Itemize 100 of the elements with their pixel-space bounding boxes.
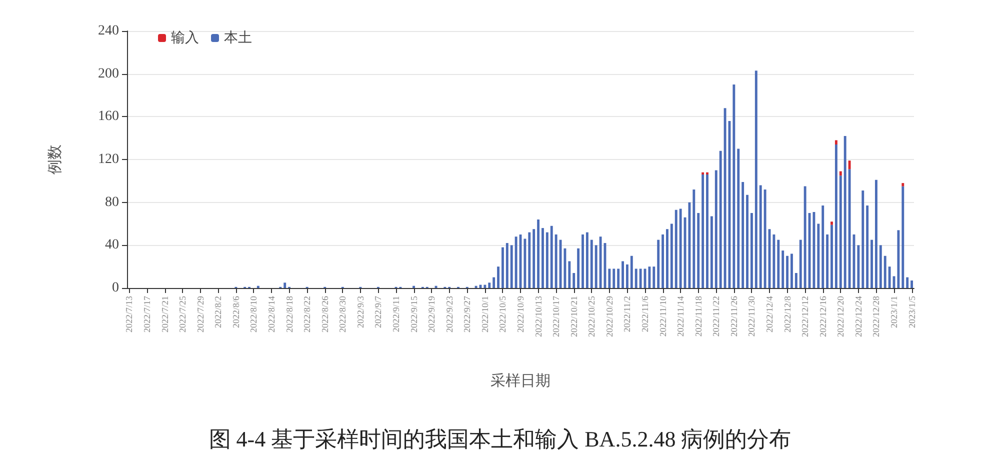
legend-label: 本土	[224, 30, 252, 46]
x-tick-label: 2022/12/16	[818, 296, 828, 338]
x-tick-label: 2022/8/10	[248, 296, 259, 333]
bar	[822, 206, 824, 288]
x-tick-label: 2022/8/30	[338, 296, 348, 333]
bar	[844, 136, 846, 288]
x-tick-label: 2022/7/29	[195, 296, 206, 333]
bar	[688, 202, 691, 288]
bar	[839, 171, 842, 176]
bar	[834, 140, 838, 145]
x-tick-label: 2022/10/13	[533, 296, 544, 338]
caption: 图 4-4 基于采样时间的我国本土和输入 BA.5.2.48 病例的分布	[208, 426, 792, 452]
bar	[532, 229, 536, 288]
bar	[554, 234, 558, 288]
x-tick-label: 2022/9/19	[426, 296, 437, 333]
bar	[657, 240, 660, 288]
bar	[648, 266, 651, 288]
x-tick-label: 2022/7/25	[178, 296, 188, 333]
bar	[834, 144, 838, 288]
y-tick-label: 120	[98, 152, 119, 167]
bar	[634, 268, 638, 288]
bar	[528, 232, 531, 288]
x-tick-label: 2022/12/4	[764, 296, 774, 333]
x-tick-label: 2022/8/18	[284, 296, 294, 333]
bar	[759, 185, 762, 288]
bar	[732, 84, 736, 288]
bar	[910, 280, 913, 288]
bar	[546, 232, 548, 288]
x-tick-label: 2022/12/24	[853, 296, 864, 338]
x-tick-label: 2022/11/10	[658, 296, 668, 337]
x-tick-label: 2022/9/7	[373, 296, 384, 328]
x-tick-label: 2022/9/23	[444, 296, 454, 333]
x-tick-label: 2022/8/22	[302, 296, 312, 333]
bar	[866, 206, 869, 288]
x-tick-label: 2022/8/6	[230, 296, 241, 328]
x-tick-label: 2022/11/18	[693, 296, 704, 337]
bar	[706, 174, 708, 288]
bar	[501, 247, 504, 288]
bar	[714, 170, 718, 288]
x-tick-label: 2022/8/26	[320, 296, 330, 333]
bar	[662, 234, 664, 288]
y-axis-title: 例数	[46, 144, 64, 174]
bar	[812, 212, 816, 288]
y-tick-label: 80	[105, 194, 119, 210]
bar	[617, 268, 620, 288]
bar	[670, 224, 673, 288]
x-axis-title: 采样日期	[490, 372, 550, 390]
bar	[577, 248, 580, 288]
bar	[764, 189, 766, 288]
bar	[902, 186, 904, 288]
x-tick-label: 2022/9/15	[408, 296, 419, 333]
bar	[772, 234, 776, 288]
bar	[599, 236, 602, 288]
bar	[742, 182, 744, 288]
bar	[782, 250, 784, 288]
bar	[724, 108, 726, 288]
x-tick-label: 2022/8/2	[213, 296, 224, 328]
x-tick-label: 2022/10/9	[516, 296, 526, 333]
bar	[608, 268, 611, 288]
bar	[488, 282, 491, 288]
bar	[510, 245, 513, 288]
bar	[697, 213, 700, 288]
x-tick-label: 2023/1/1	[888, 296, 899, 328]
bar	[630, 256, 633, 288]
y-tick-label: 40	[105, 238, 119, 253]
x-tick-label: 2023/1/5	[906, 296, 917, 328]
x-tick-label: 2022/7/21	[160, 296, 170, 333]
bar	[639, 268, 642, 288]
bar	[710, 216, 713, 288]
x-tick-label: 2022/11/22	[711, 296, 722, 337]
bar	[492, 277, 496, 288]
x-tick-label: 2022/12/28	[871, 296, 882, 338]
bar	[626, 264, 628, 288]
bar	[702, 174, 704, 288]
bar	[786, 256, 788, 288]
bar	[870, 240, 873, 288]
bar	[790, 254, 793, 288]
bar	[902, 183, 904, 186]
bar	[862, 190, 864, 288]
bar	[679, 208, 682, 288]
bar	[590, 240, 593, 288]
bar	[568, 261, 571, 288]
bar	[830, 222, 833, 225]
bar	[884, 256, 886, 288]
bar	[284, 282, 286, 288]
bar	[497, 266, 500, 288]
y-tick-label: 160	[98, 109, 119, 124]
x-tick-label: 2022/9/3	[355, 296, 366, 328]
bar	[514, 236, 518, 288]
bar	[674, 210, 678, 288]
bar	[564, 248, 566, 288]
bar	[537, 219, 540, 288]
x-tick-label: 2022/12/8	[782, 296, 792, 333]
bar	[612, 268, 616, 288]
x-tick-label: 2022/10/17	[551, 296, 562, 338]
x-tick-label: 2022/8/14	[266, 296, 277, 333]
bar	[794, 273, 798, 288]
bar	[719, 150, 722, 288]
x-tick-label: 2022/10/1	[480, 296, 490, 333]
x-tick-label: 2022/12/20	[836, 296, 846, 338]
